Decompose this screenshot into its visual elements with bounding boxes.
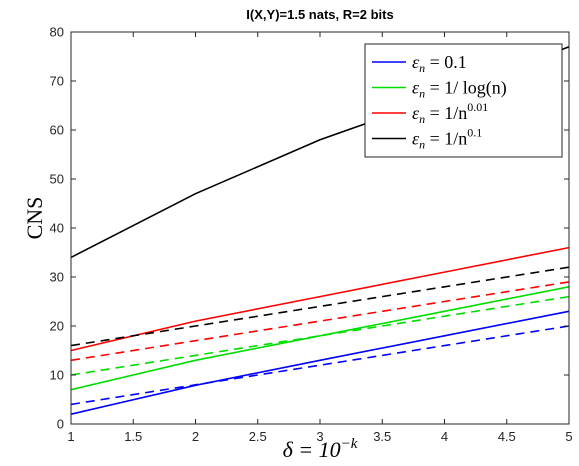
series-line-1-solid — [70, 310, 570, 415]
y-tick-label: 40 — [50, 221, 64, 236]
x-tick-label: 3 — [316, 429, 323, 444]
y-tick-label: 30 — [50, 270, 64, 285]
x-tick-label: 1.5 — [124, 429, 142, 444]
y-tick-label: 60 — [50, 123, 64, 138]
y-tick-label: 20 — [50, 319, 64, 334]
x-tick-label: 4 — [441, 429, 448, 444]
x-tick-label: 3.5 — [373, 429, 391, 444]
x-tick-label: 2 — [192, 429, 199, 444]
chart-title: I(X,Y)=1.5 nats, R=2 bits — [246, 7, 393, 22]
y-tick-label: 80 — [50, 25, 64, 40]
y-tick-label: 10 — [50, 368, 64, 383]
x-tick-label: 2.5 — [249, 429, 267, 444]
y-tick-label: 0 — [57, 417, 64, 432]
y-tick-label: 50 — [50, 172, 64, 187]
series-line-4-dashed — [70, 295, 570, 376]
series-line-3-solid — [70, 286, 570, 391]
series-line-8-dashed — [70, 266, 570, 347]
y-tick-label: 70 — [50, 74, 64, 89]
series-lines — [70, 45, 570, 415]
y-axis-label: CNS — [22, 197, 47, 240]
legend-label: εn = 1/n0.1 — [412, 126, 482, 152]
series-line-5-solid — [70, 246, 570, 352]
series-line-2-dashed — [70, 325, 570, 406]
legend-label: εn = 0.1 — [412, 52, 467, 75]
x-tick-label: 4.5 — [498, 429, 516, 444]
x-tick-label: 1 — [67, 429, 74, 444]
svg-text:CNS: CNS — [22, 197, 47, 240]
series-line-6-dashed — [70, 281, 570, 362]
x-axis-label: δ = 10−k — [283, 436, 358, 462]
legend-label: εn = 1/n0.01 — [412, 100, 488, 126]
legend-label: εn = 1/ log(n) — [412, 78, 507, 101]
x-tick-label: 5 — [565, 429, 572, 444]
